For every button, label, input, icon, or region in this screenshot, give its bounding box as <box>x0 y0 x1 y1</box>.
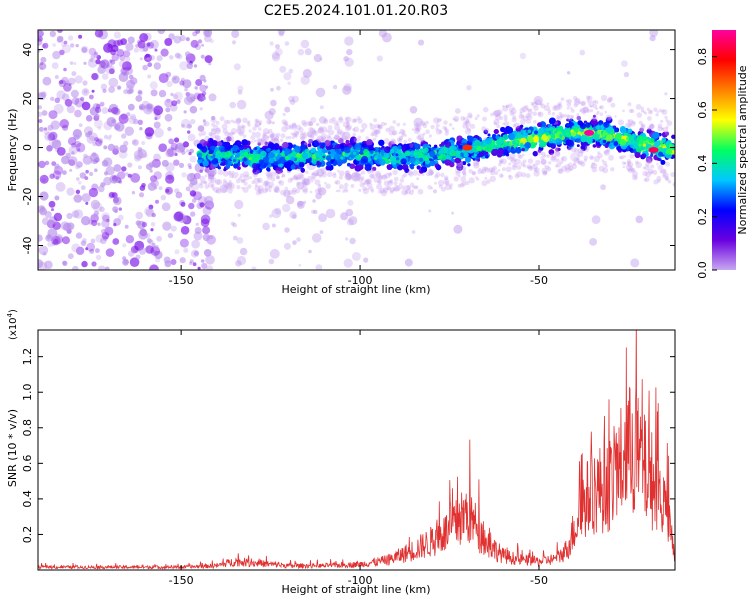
y-tick-label: 0.8 <box>21 419 34 437</box>
spectrogram-y-ticks: -40 -20 0 20 40 <box>21 43 675 255</box>
spectrogram-y-label: Frequency (Hz) <box>6 109 19 192</box>
colorbar-tick-label: 0.6 <box>696 101 709 119</box>
snr-frame <box>37 329 676 571</box>
y-tick-label: 0.4 <box>21 490 34 508</box>
spectrogram-peak <box>584 129 595 136</box>
snr-series-line <box>38 330 675 570</box>
colorbar: 0.0 0.2 0.4 0.6 0.8 Normalized spectral ampl… <box>696 30 749 279</box>
x-tick-label: -100 <box>348 574 373 587</box>
y-tick-label: 1.0 <box>21 383 34 401</box>
snr-x-ticks: -150 -100 -50 <box>169 330 548 587</box>
y-tick-label: 40 <box>21 43 34 57</box>
snr-y-label: SNR (10 * v/v) <box>6 409 19 487</box>
spectrogram-x-ticks: -150 -100 -50 <box>169 30 548 287</box>
x-tick-label: -100 <box>348 274 373 287</box>
y-tick-label: 0.2 <box>21 526 34 544</box>
y-tick-label: 1.2 <box>21 348 34 366</box>
colorbar-tick-label: 0.0 <box>696 261 709 279</box>
x-tick-label: -150 <box>169 574 194 587</box>
x-tick-label: -150 <box>169 274 194 287</box>
snr-x-label: Height of straight line (km) <box>281 583 430 596</box>
spectrogram-panel: -150 -100 -50 -40 -20 0 20 40 Height of straig… <box>6 29 676 296</box>
snr-multiplier: (x104) <box>6 309 19 340</box>
y-tick-label: 0.6 <box>21 455 34 473</box>
colorbar-label: Normalized spectral amplitude <box>736 65 749 234</box>
y-tick-label: -40 <box>21 237 34 255</box>
y-tick-label: 0 <box>21 144 34 151</box>
figure-title: C2E5.2024.101.01.20.R03 <box>264 3 448 19</box>
spectrogram-x-label: Height of straight line (km) <box>281 283 430 296</box>
colorbar-tick-label: 0.8 <box>696 48 709 66</box>
y-tick-label: -20 <box>21 188 34 206</box>
colorbar-ticks: 0.0 0.2 0.4 0.6 0.8 <box>696 48 717 279</box>
colorbar-tick-label: 0.4 <box>696 155 709 173</box>
x-tick-label: -50 <box>530 574 548 587</box>
spectrogram-frame <box>37 29 676 271</box>
spectrogram-peak <box>648 147 659 153</box>
colorbar-tick-label: 0.2 <box>696 208 709 226</box>
colorbar-gradient <box>712 30 736 270</box>
snr-panel: -150 -100 -50 0.2 0.4 0.6 0.8 1.0 1.2 Height of… <box>6 309 676 596</box>
x-tick-label: -50 <box>530 274 548 287</box>
snr-y-ticks: 0.2 0.4 0.6 0.8 1.0 1.2 <box>21 348 675 543</box>
spectrogram-peak <box>462 144 473 151</box>
y-tick-label: 20 <box>21 92 34 106</box>
spectrogram-heatmap <box>38 30 675 270</box>
